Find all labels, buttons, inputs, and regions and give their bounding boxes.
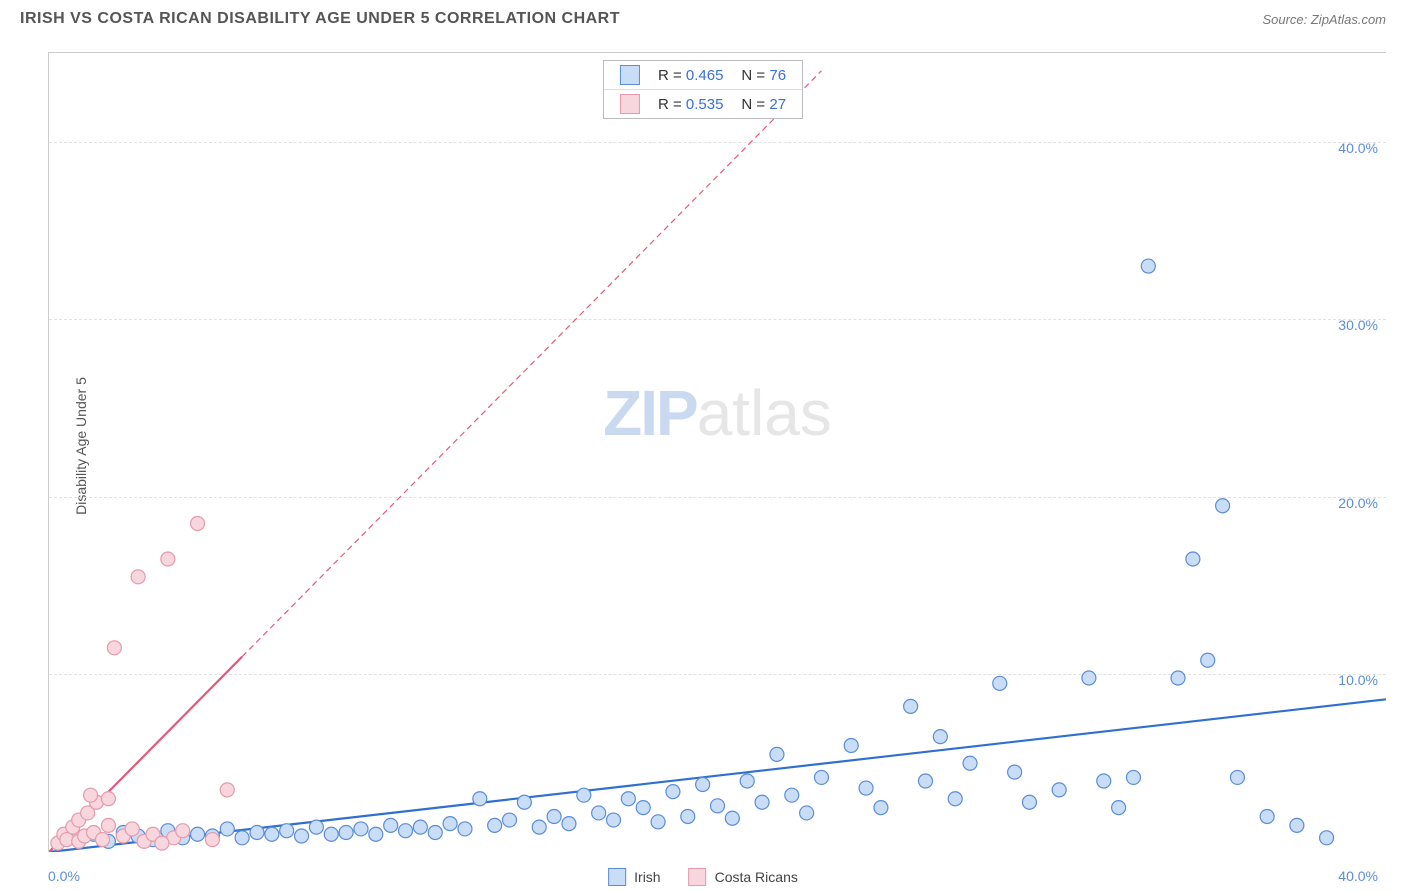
legend-swatch — [608, 868, 626, 886]
scatter-plot-svg — [49, 53, 1386, 852]
legend-label: Irish — [634, 869, 660, 885]
chart-source: Source: ZipAtlas.com — [1262, 12, 1386, 27]
x-axis-max-label: 40.0% — [1338, 868, 1378, 884]
legend-stat-row: R = 0.465 N = 76 — [604, 61, 802, 90]
legend-swatch — [620, 94, 640, 114]
chart-plot-area: ZIPatlas 10.0%20.0%30.0%40.0% — [48, 52, 1386, 852]
legend-item: Costa Ricans — [689, 868, 798, 886]
chart-title: IRISH VS COSTA RICAN DISABILITY AGE UNDE… — [20, 10, 620, 28]
series-legend: Irish Costa Ricans — [608, 868, 798, 886]
legend-item: Irish — [608, 868, 660, 886]
legend-stat-row: R = 0.535 N = 27 — [604, 90, 802, 118]
legend-label: Costa Ricans — [715, 869, 798, 885]
legend-swatch — [620, 65, 640, 85]
legend-swatch — [689, 868, 707, 886]
chart-header: IRISH VS COSTA RICAN DISABILITY AGE UNDE… — [0, 0, 1406, 34]
correlation-legend: R = 0.465 N = 76 R = 0.535 N = 27 — [603, 60, 803, 119]
x-axis-min-label: 0.0% — [48, 868, 80, 884]
